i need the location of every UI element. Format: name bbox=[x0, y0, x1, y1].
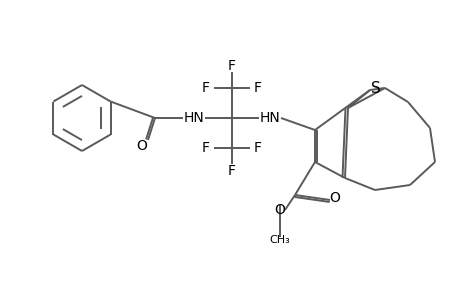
Text: O: O bbox=[329, 191, 340, 205]
Text: F: F bbox=[253, 141, 262, 155]
Text: S: S bbox=[370, 80, 380, 95]
Text: F: F bbox=[253, 81, 262, 95]
Text: F: F bbox=[228, 164, 235, 178]
Text: F: F bbox=[202, 81, 210, 95]
Text: HN: HN bbox=[183, 111, 204, 125]
Text: O: O bbox=[136, 139, 147, 153]
Text: CH₃: CH₃ bbox=[269, 235, 290, 245]
Text: F: F bbox=[228, 59, 235, 73]
Text: O: O bbox=[274, 203, 285, 217]
Text: HN: HN bbox=[259, 111, 280, 125]
Text: F: F bbox=[202, 141, 210, 155]
